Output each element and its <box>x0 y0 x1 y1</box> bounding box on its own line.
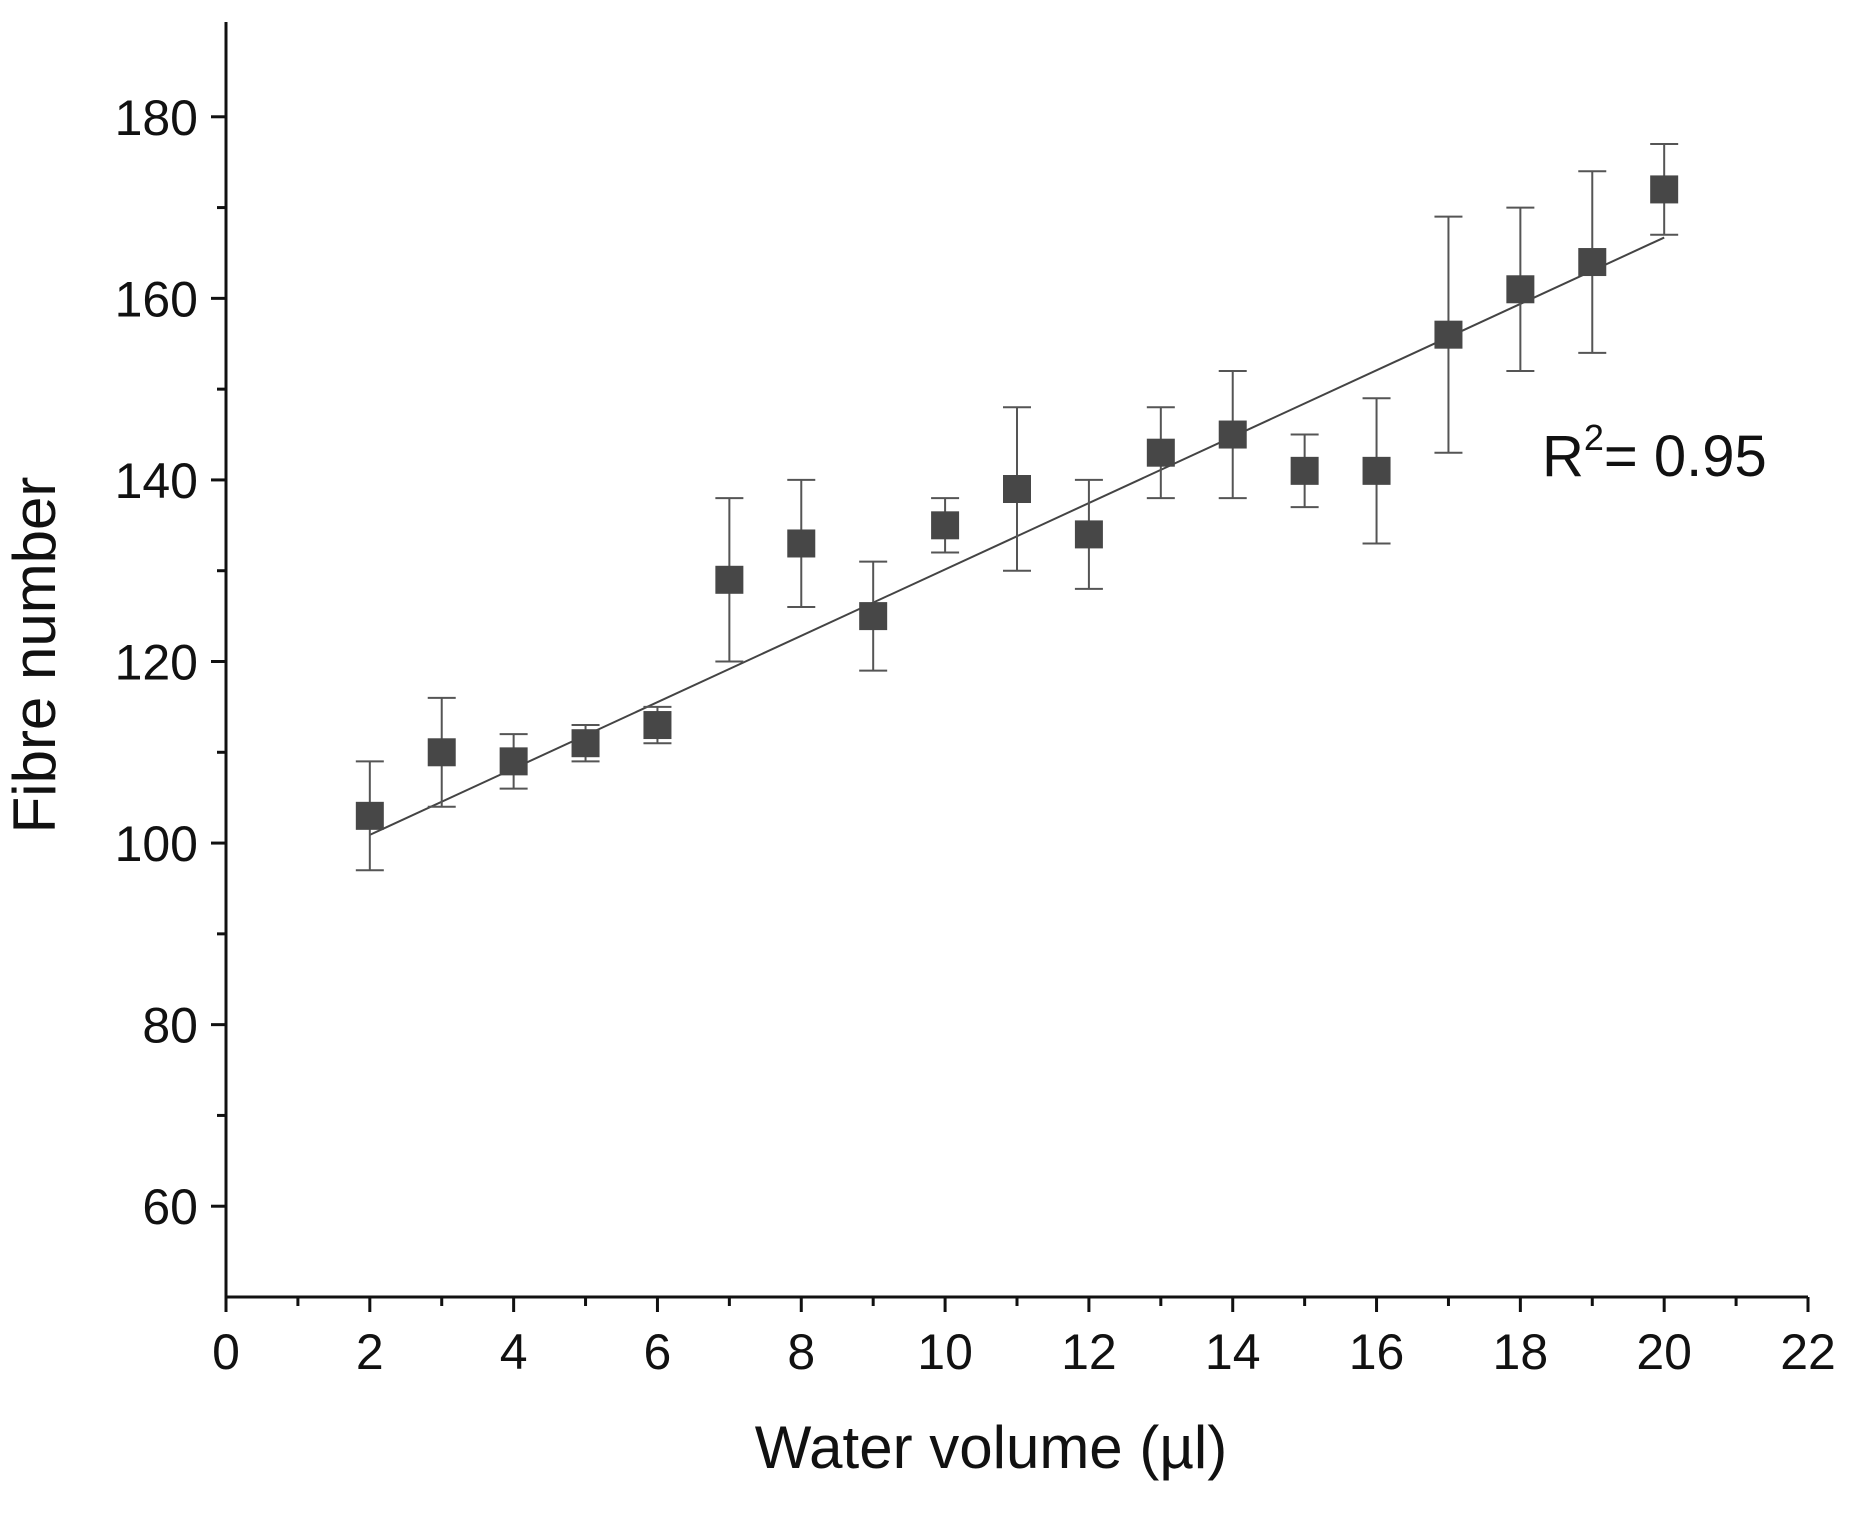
data-point-marker <box>931 511 960 540</box>
x-tick-label: 18 <box>1493 1324 1549 1380</box>
data-point-marker <box>715 565 744 594</box>
data-point-marker <box>571 729 600 758</box>
data-point-marker <box>1074 520 1103 549</box>
data-point-marker <box>859 602 888 631</box>
r-squared-annotation: R2= 0.95 <box>1542 417 1767 489</box>
data-point-marker <box>499 747 528 776</box>
r-squared-base: R <box>1542 424 1584 489</box>
y-tick-label: 180 <box>115 90 198 146</box>
x-tick-label: 16 <box>1349 1324 1405 1380</box>
data-point-marker <box>787 529 816 558</box>
y-tick-label: 140 <box>115 453 198 509</box>
data-point-marker <box>1506 275 1535 304</box>
data-point-marker <box>1218 420 1247 449</box>
y-tick-label: 160 <box>115 271 198 327</box>
y-tick-label: 100 <box>115 816 198 872</box>
data-point-marker <box>427 738 456 767</box>
x-tick-label: 10 <box>917 1324 973 1380</box>
x-tick-label: 0 <box>212 1324 240 1380</box>
x-tick-label: 14 <box>1205 1324 1261 1380</box>
x-tick-label: 2 <box>356 1324 384 1380</box>
r-squared-exponent: 2 <box>1584 417 1604 458</box>
x-tick-label: 8 <box>787 1324 815 1380</box>
data-point-marker <box>1434 320 1463 349</box>
errorbar-layer <box>355 143 1679 872</box>
data-point-marker <box>1362 456 1391 485</box>
marker-layer <box>355 175 1679 830</box>
data-point-marker <box>1578 248 1607 277</box>
y-axis-title: Fibre number <box>1 477 68 834</box>
data-point-marker <box>1146 438 1175 467</box>
x-tick-label: 20 <box>1636 1324 1692 1380</box>
r-squared-value: = 0.95 <box>1604 424 1767 489</box>
data-point-marker <box>355 801 384 830</box>
y-tick-label: 80 <box>142 998 198 1054</box>
x-tick-label: 6 <box>644 1324 672 1380</box>
axis-layer: 0 2 4 6 8 10 12 14 16 18 20 22 60 80 100 120 140 160 180 <box>115 22 1836 1380</box>
x-tick-label: 12 <box>1061 1324 1117 1380</box>
y-tick-label: 60 <box>142 1179 198 1235</box>
data-point-marker <box>1003 475 1031 504</box>
data-point-marker <box>1290 456 1319 485</box>
x-axis-title: Water volume (µl) <box>755 1414 1227 1481</box>
data-point-marker <box>1650 175 1679 204</box>
x-tick-label: 4 <box>500 1324 528 1380</box>
x-tick-label: 22 <box>1780 1324 1836 1380</box>
data-point-marker <box>643 711 672 740</box>
y-tick-label: 120 <box>115 635 198 691</box>
